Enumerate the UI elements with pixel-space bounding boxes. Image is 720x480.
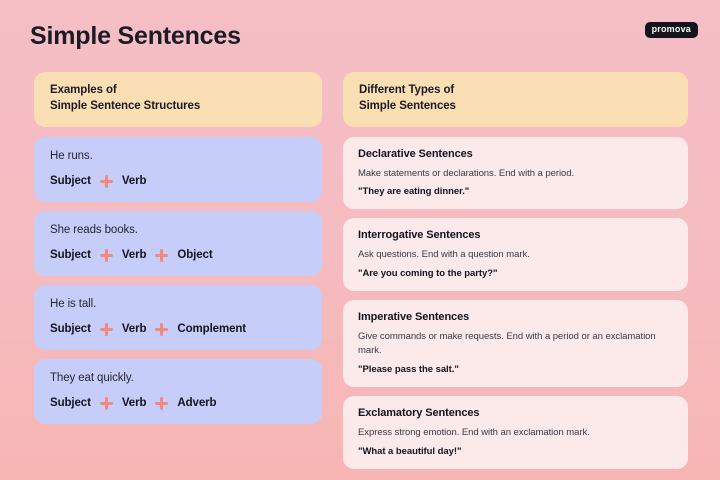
right-column: Different Types of Simple Sentences Decl… bbox=[343, 72, 688, 478]
promova-logo: promova bbox=[644, 22, 698, 38]
structure-example-sentence: She reads books. bbox=[50, 223, 138, 236]
sentence-type-title: Exclamatory Sentences bbox=[358, 406, 480, 419]
left-column-header: Examples of Simple Sentence Structures bbox=[34, 72, 322, 127]
left-column: Examples of Simple Sentence Structures H… bbox=[34, 72, 322, 433]
sentence-type-description: Make statements or declarations. End wit… bbox=[358, 167, 575, 179]
structure-part: Subject bbox=[50, 175, 91, 188]
sentence-type-title: Declarative Sentences bbox=[358, 147, 473, 160]
right-header-line-2: Simple Sentences bbox=[359, 99, 456, 112]
structure-part: Verb bbox=[121, 397, 147, 410]
structure-parts: Subject Verb Adverb bbox=[50, 396, 306, 410]
structure-part: Object bbox=[177, 249, 213, 262]
sentence-type-card[interactable]: Imperative Sentences Give commands or ma… bbox=[343, 300, 688, 387]
sentence-type-title: Interrogative Sentences bbox=[358, 229, 481, 242]
sentence-type-description: Give commands or make requests. End with… bbox=[358, 331, 656, 357]
left-header-line-2: Simple Sentence Structures bbox=[50, 99, 201, 112]
structure-parts: Subject Verb Complement bbox=[50, 322, 306, 336]
sentence-type-card[interactable]: Declarative Sentences Make statements or… bbox=[343, 136, 688, 210]
structure-example-sentence: He is tall. bbox=[50, 297, 97, 310]
structure-parts: Subject Verb Object bbox=[50, 248, 306, 262]
structure-card[interactable]: She reads books. Subject Verb Object bbox=[34, 210, 322, 276]
structure-card[interactable]: He is tall. Subject Verb Complement bbox=[34, 284, 322, 350]
structure-parts: Subject Verb bbox=[50, 174, 306, 188]
sentence-type-example: "They are eating dinner." bbox=[358, 186, 470, 198]
structure-part: Adverb bbox=[177, 397, 217, 410]
plus-icon bbox=[155, 248, 169, 262]
sentence-type-example: "What a beautiful day!" bbox=[358, 445, 462, 457]
sentence-type-card[interactable]: Interrogative Sentences Ask questions. E… bbox=[343, 218, 688, 292]
structure-part: Complement bbox=[177, 323, 247, 336]
structure-part: Subject bbox=[50, 397, 91, 410]
plus-icon bbox=[99, 248, 113, 262]
plus-icon bbox=[99, 322, 113, 336]
plus-icon bbox=[155, 322, 169, 336]
right-column-header: Different Types of Simple Sentences bbox=[343, 72, 688, 127]
sentence-type-title: Imperative Sentences bbox=[358, 311, 470, 324]
structure-part: Subject bbox=[50, 323, 91, 336]
sentence-type-description: Express strong emotion. End with an excl… bbox=[358, 426, 590, 438]
structure-card[interactable]: He runs. Subject Verb bbox=[34, 136, 322, 202]
plus-icon bbox=[155, 396, 169, 410]
sentence-type-example: "Are you coming to the party?" bbox=[358, 268, 498, 280]
page-title: Simple Sentences bbox=[30, 22, 241, 50]
sentence-type-example: "Please pass the salt." bbox=[358, 363, 459, 375]
structure-part: Verb bbox=[121, 175, 147, 188]
plus-icon bbox=[99, 174, 113, 188]
structure-card[interactable]: They eat quickly. Subject Verb Adverb bbox=[34, 358, 322, 424]
plus-icon bbox=[99, 396, 113, 410]
structure-example-sentence: They eat quickly. bbox=[50, 371, 134, 384]
structure-part: Subject bbox=[50, 249, 91, 262]
structure-part: Verb bbox=[121, 323, 147, 336]
left-header-line-1: Examples of bbox=[50, 84, 117, 96]
right-header-line-1: Different Types of bbox=[359, 84, 455, 96]
structure-part: Verb bbox=[121, 249, 147, 262]
structure-example-sentence: He runs. bbox=[50, 149, 93, 162]
sentence-type-description: Ask questions. End with a question mark. bbox=[358, 249, 530, 261]
sentence-type-card[interactable]: Exclamatory Sentences Express strong emo… bbox=[343, 395, 688, 469]
